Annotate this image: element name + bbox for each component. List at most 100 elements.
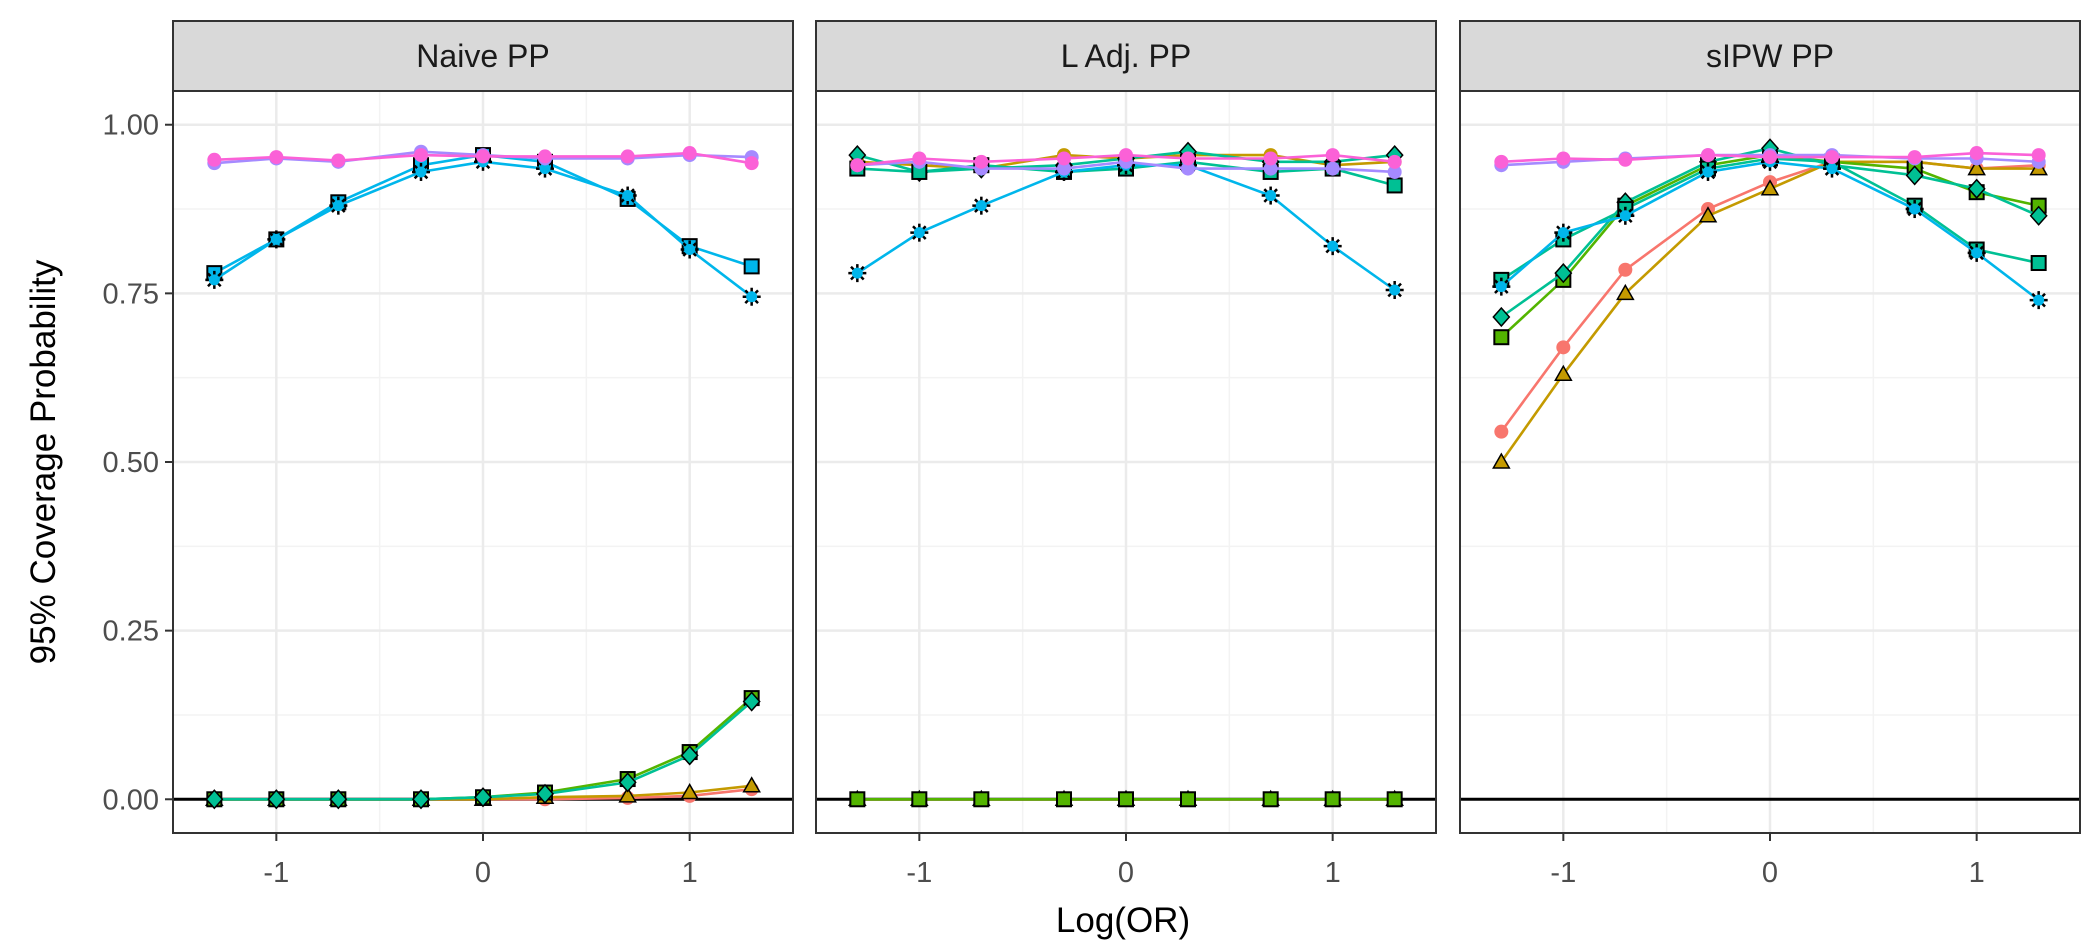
data-point [743, 258, 760, 275]
data-point [1967, 243, 1986, 262]
data-point [331, 153, 346, 168]
data-point [1556, 340, 1571, 355]
data-point [329, 196, 348, 215]
x-tick-label: -1 [263, 857, 289, 889]
data-point [267, 789, 286, 810]
x-tick-label: 0 [1762, 857, 1778, 889]
data-point [1698, 206, 1718, 223]
star-core [208, 274, 220, 286]
star-core [1327, 240, 1339, 252]
data-point [1967, 178, 1986, 199]
star-core [1702, 166, 1714, 178]
data-point [742, 287, 761, 306]
star-core [332, 200, 344, 212]
data-point [1556, 151, 1571, 166]
data-point [1387, 154, 1402, 169]
data-point [974, 154, 989, 169]
panel-title: sIPW PP [1706, 38, 1834, 74]
data-point [620, 149, 635, 164]
x-tick-label: -1 [1550, 857, 1576, 889]
data-point [1056, 791, 1072, 808]
data-point [1057, 161, 1071, 176]
data-point [1492, 452, 1511, 469]
star-core [975, 200, 987, 212]
x-tick-label: 1 [1325, 857, 1341, 889]
star-core [684, 244, 696, 256]
y-tick-label: 0.50 [103, 447, 159, 479]
data-point [1118, 791, 1134, 808]
data-point [476, 149, 490, 164]
data-point [411, 789, 431, 810]
data-point [744, 156, 759, 171]
star-core [1909, 203, 1921, 215]
data-point [1905, 200, 1924, 219]
data-point [1119, 148, 1133, 163]
panel-strip [1459, 20, 2081, 92]
data-point [329, 789, 348, 810]
data-point [1699, 162, 1717, 181]
star-core [539, 163, 551, 175]
star-core [1389, 284, 1401, 296]
panel-2: L Adj. PP -1 0 1 [815, 20, 1437, 889]
data-point [1180, 791, 1196, 808]
data-point [207, 152, 222, 167]
data-point [473, 787, 493, 808]
panel-title: Naive PP [416, 38, 549, 74]
star-core [1826, 163, 1838, 175]
data-point [1057, 151, 1071, 166]
data-point [848, 264, 867, 283]
data-point [205, 789, 224, 810]
data-point [742, 776, 761, 793]
y-tick-label: 0.25 [103, 616, 159, 648]
data-point [1386, 791, 1403, 808]
star-core [746, 291, 758, 303]
data-point [1263, 151, 1278, 166]
data-point [1825, 150, 1839, 165]
data-point [1554, 262, 1573, 284]
star-core [913, 227, 925, 239]
data-point [680, 745, 699, 766]
data-point [618, 186, 637, 205]
y-tick-label: 0.75 [103, 278, 159, 310]
data-point [1616, 283, 1635, 301]
data-point [1181, 161, 1195, 176]
data-point [1763, 150, 1777, 165]
data-point [535, 783, 555, 805]
data-point [1325, 161, 1340, 176]
x-tick-label: 0 [1118, 857, 1134, 889]
data-point [2029, 205, 2048, 226]
panel-strip [172, 20, 794, 92]
data-point [850, 158, 865, 173]
data-point [1325, 148, 1340, 163]
x-tick-label: 0 [475, 857, 491, 889]
data-point [267, 230, 286, 249]
data-point [742, 691, 761, 712]
data-point [1616, 206, 1635, 225]
data-point [2030, 255, 2047, 272]
x-tick-label: -1 [906, 857, 932, 889]
data-point [1262, 791, 1279, 808]
data-point [1494, 154, 1509, 169]
data-point [1493, 329, 1510, 346]
star-core [270, 233, 282, 245]
x-tick-label: 1 [1969, 857, 1985, 889]
data-point [1181, 151, 1195, 166]
data-point [2029, 291, 2048, 310]
data-point [972, 196, 991, 215]
panel-title: L Adj. PP [1061, 38, 1191, 74]
star-core [1495, 281, 1507, 293]
data-point [2031, 148, 2046, 163]
panel-1: Naive PP -1 0 1 0.00 0.25 0.50 0.75 1.00 [103, 20, 794, 889]
y-tick-label: 1.00 [103, 110, 159, 142]
y-tick-label: 0.00 [103, 784, 159, 816]
star-core [851, 267, 863, 279]
star-core [622, 190, 634, 202]
data-point [911, 791, 928, 808]
data-point [538, 149, 552, 164]
data-point [1385, 280, 1404, 299]
data-point [1492, 277, 1511, 296]
x-tick-label: 1 [682, 857, 698, 889]
data-point [412, 162, 430, 181]
